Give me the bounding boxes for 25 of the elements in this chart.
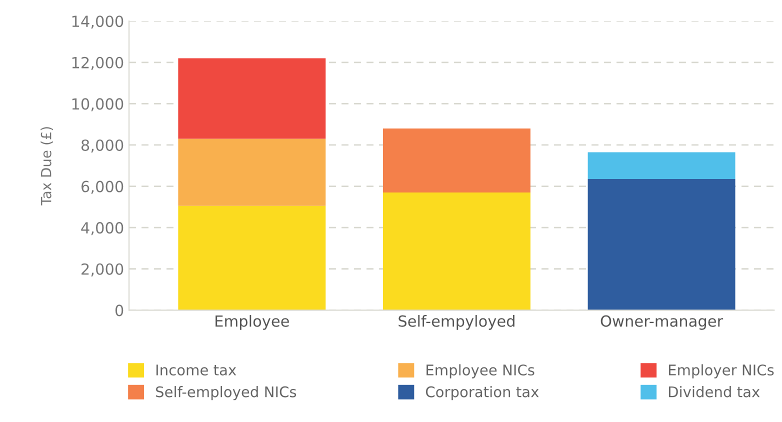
legend-label: Self-employed NICs: [156, 386, 296, 400]
x-tick-label: Self-empyloyed: [398, 315, 514, 330]
y-tick-label: 10,000: [72, 98, 124, 112]
y-tick-label: 4,000: [81, 222, 124, 236]
legend-label: Corporation tax: [426, 386, 539, 400]
bar: [178, 58, 326, 139]
y-tick-label: 2,000: [82, 263, 124, 276]
x-tick-label: Owner-manager: [600, 315, 724, 330]
y-tick-label: 14,000: [72, 16, 124, 29]
y-tick-label: 8,000: [81, 139, 124, 153]
bar: [178, 206, 326, 310]
bar: [382, 192, 530, 310]
y-tick-label: 6,000: [82, 180, 124, 194]
legend-label: Income tax: [156, 364, 236, 376]
bar: [588, 179, 736, 310]
x-tick-label: Employee: [216, 315, 289, 330]
bar: [382, 128, 530, 192]
legend-label: Dividend tax: [668, 386, 760, 398]
legend-label: Employer NICs: [668, 364, 774, 378]
legend-label: Employee NICs: [426, 364, 534, 378]
y-tick-label: 0: [115, 304, 124, 316]
y-axis-title: Tax Due (£): [40, 127, 53, 206]
bar: [178, 138, 326, 206]
bar: [588, 152, 736, 180]
y-tick-label: 12,000: [72, 56, 124, 70]
